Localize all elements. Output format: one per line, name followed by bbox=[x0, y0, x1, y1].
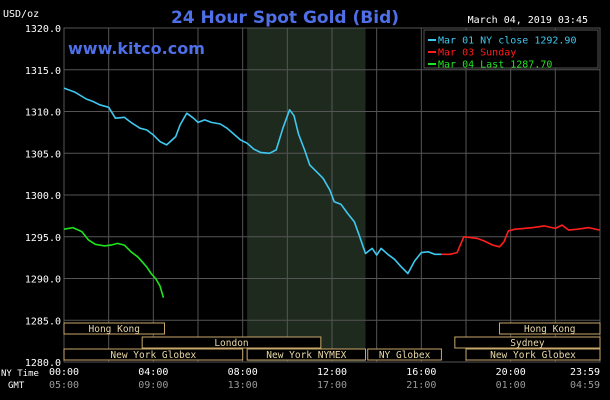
session-label: NY Globex bbox=[379, 350, 431, 361]
y-tick-label: 1300.0 bbox=[25, 191, 61, 202]
y-tick-label: 1295.0 bbox=[25, 233, 61, 244]
gmt-tick-label: 17:00 bbox=[317, 380, 347, 391]
gmt-label: GMT bbox=[8, 381, 25, 391]
session-label: Hong Kong bbox=[89, 324, 140, 335]
ny-tick-label: 08:00 bbox=[228, 367, 258, 378]
session-bar bbox=[465, 348, 601, 361]
session-bar bbox=[63, 348, 244, 361]
session-bar bbox=[246, 348, 366, 361]
y-tick-label: 1285.0 bbox=[25, 316, 61, 327]
ny-tick-label: 04:00 bbox=[138, 367, 168, 378]
ny-tick-label: 12:00 bbox=[317, 367, 347, 378]
ny-tick-label: 00:00 bbox=[49, 367, 79, 378]
legend-entry: Mar 04 Last 1287.70 bbox=[438, 60, 552, 71]
gmt-tick-label: 04:59 bbox=[570, 380, 600, 391]
ny-tick-label: 16:00 bbox=[406, 367, 436, 378]
y-tick-label: 1320.0 bbox=[25, 24, 61, 35]
website-label[interactable]: www.kitco.com bbox=[68, 39, 205, 58]
gmt-tick-label: 13:00 bbox=[228, 380, 258, 391]
ny-time-label: NY Time bbox=[1, 369, 39, 379]
gmt-tick-label: 01:00 bbox=[496, 380, 526, 391]
y-tick-label: 1315.0 bbox=[25, 66, 61, 77]
session-label: Sydney bbox=[510, 338, 545, 349]
session-label: New York Globex bbox=[490, 350, 576, 361]
gmt-tick-label: 05:00 bbox=[49, 380, 79, 391]
y-tick-label: 1310.0 bbox=[25, 108, 61, 119]
gmt-tick-label: 21:00 bbox=[406, 380, 436, 391]
chart-title: 24 Hour Spot Gold (Bid) bbox=[171, 8, 399, 28]
session-bar bbox=[141, 336, 322, 349]
legend-box bbox=[423, 29, 599, 69]
session-bar bbox=[454, 336, 601, 349]
y-tick-label: 1290.0 bbox=[25, 275, 61, 286]
session-label: New York NYMEX bbox=[266, 350, 346, 361]
series-line bbox=[63, 87, 442, 275]
series-line bbox=[441, 224, 600, 256]
timestamp: March 04, 2019 03:45 bbox=[468, 15, 588, 26]
ny-tick-label: 20:00 bbox=[496, 367, 526, 378]
series-line bbox=[63, 226, 165, 298]
legend-entry: Mar 01 NY close 1292.90 bbox=[438, 36, 576, 47]
session-bar bbox=[63, 322, 165, 335]
session-label: London bbox=[214, 338, 248, 349]
session-label: Hong Kong bbox=[524, 324, 575, 335]
legend-entry: Mar 03 Sunday bbox=[438, 48, 516, 59]
session-bar bbox=[499, 322, 601, 335]
y-unit-label: USD/oz bbox=[3, 9, 39, 20]
gmt-tick-label: 09:00 bbox=[138, 380, 168, 391]
session-bar bbox=[367, 348, 442, 361]
session-label: New York Globex bbox=[110, 350, 196, 361]
y-tick-label: 1280.0 bbox=[25, 358, 61, 369]
y-tick-label: 1305.0 bbox=[25, 149, 61, 160]
ny-tick-label: 23:59 bbox=[570, 367, 600, 378]
